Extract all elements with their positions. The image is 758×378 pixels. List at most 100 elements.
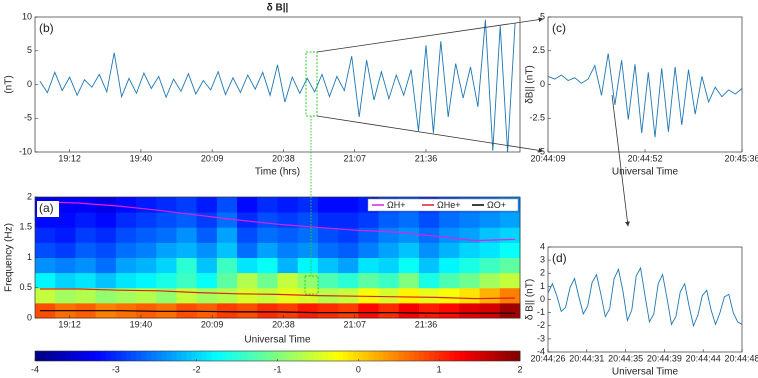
x-tick-label: 21:36: [415, 319, 438, 329]
heatmap-cell: [55, 272, 76, 289]
heatmap-cell: [216, 197, 238, 213]
heatmap-cell: [237, 197, 258, 213]
heatmap-cell: [216, 302, 238, 319]
heatmap-cell: [317, 242, 339, 258]
heatmap-cell: [75, 242, 97, 258]
y-tick-label: 1: [540, 281, 545, 291]
colorbar-swatch: [292, 351, 299, 361]
colorbar-swatch: [368, 351, 374, 361]
heatmap-cell: [297, 212, 319, 228]
colorbar-swatch: [282, 351, 289, 361]
y-tick-label: -3: [537, 333, 545, 343]
heatmap-cell: [378, 227, 400, 243]
colorbar-swatch: [80, 351, 86, 361]
heatmap-cell: [55, 227, 76, 243]
y-tick-label: 4: [540, 241, 545, 251]
legend-label: ΩH+: [387, 200, 405, 210]
x-tick-label: 20:44:26: [530, 353, 565, 363]
colorbar-tick-label: -1: [273, 364, 281, 374]
heatmap-cell: [297, 242, 319, 258]
heatmap-cell: [479, 272, 501, 289]
colorbar-swatch: [348, 351, 354, 361]
heatmap-cell: [358, 272, 380, 289]
heatmap-cell: [216, 287, 238, 304]
x-tick-label: 20:44:39: [647, 353, 682, 363]
heatmap-cell: [338, 272, 359, 289]
heatmap-cell: [156, 212, 177, 228]
colorbar-swatch: [434, 351, 440, 361]
heatmap-cell: [237, 272, 258, 289]
legend-box: [367, 198, 519, 212]
y-tick-label: 3: [540, 255, 545, 265]
panel-label-bg: [37, 201, 59, 217]
heatmap-cell: [237, 227, 258, 243]
heatmap-cell: [95, 212, 117, 228]
heatmap-cell: [237, 302, 258, 319]
heatmap-cell: [277, 302, 299, 319]
heatmap-cell: [55, 287, 76, 304]
colorbar-swatch: [55, 351, 61, 361]
heatmap-cell: [237, 287, 258, 304]
heatmap-cell: [439, 272, 460, 289]
heatmap-cell: [95, 287, 117, 304]
colorbar-swatch: [242, 351, 248, 361]
heatmap-cell: [398, 227, 420, 243]
heatmap-cell: [499, 242, 521, 258]
heatmap-cell: [418, 287, 440, 304]
colorbar-tick-label: -2: [193, 364, 201, 374]
heatmap-cell: [156, 302, 177, 319]
heatmap-cell: [216, 242, 238, 258]
y-tick-label: 0.5: [19, 282, 32, 292]
heatmap-cell: [358, 302, 380, 319]
colorbar-swatch: [494, 351, 501, 361]
heatmap-cell: [459, 242, 481, 258]
colorbar-swatch: [439, 351, 445, 361]
heatmap-cell: [156, 272, 177, 289]
heatmap-cell: [136, 242, 157, 258]
x-axis-label: Time (hrs): [255, 167, 300, 178]
y-tick-label: 2: [27, 191, 32, 201]
colorbar-swatch: [100, 351, 107, 361]
colorbar-swatch: [267, 351, 273, 361]
heatmap-cell: [196, 227, 218, 243]
colorbar-swatch: [136, 351, 142, 361]
heatmap-cell: [317, 257, 339, 274]
heatmap-cell: [459, 272, 481, 289]
x-tick-label: 20:38: [272, 153, 295, 163]
colorbar-swatch: [115, 351, 122, 361]
colorbar-swatch: [484, 351, 491, 361]
colorbar-swatch: [343, 351, 349, 361]
panel-label: (b): [39, 21, 54, 35]
heatmap-cell: [459, 257, 481, 274]
colorbar-swatch: [95, 351, 102, 361]
y-tick-label: 2.5: [532, 45, 545, 55]
heatmap-cell: [418, 272, 440, 289]
heatmap-cell: [418, 242, 440, 258]
colorbar-swatch: [176, 351, 182, 361]
plot-area: [548, 266, 742, 328]
y-axis-label: Frequency (Hz): [4, 223, 15, 292]
connector: [611, 94, 630, 227]
heatmap-cell: [176, 227, 198, 243]
plot-area: [39, 19, 516, 152]
connector: [316, 115, 544, 153]
colorbar-swatch: [474, 351, 480, 361]
heatmap-cell: [156, 242, 177, 258]
heatmap-cell: [459, 212, 481, 228]
heatmap-cell: [378, 272, 400, 289]
colorbar-swatch: [262, 351, 268, 361]
heatmap-cell: [75, 272, 97, 289]
colorbar-tick-label: -3: [112, 364, 120, 374]
colorbar-swatch: [469, 351, 475, 361]
colorbar-swatch: [328, 351, 334, 361]
heatmap-cell: [418, 302, 440, 319]
colorbar-swatch: [161, 351, 167, 361]
colorbar-swatch: [110, 351, 117, 361]
colorbar-swatch: [45, 351, 51, 361]
colorbar-swatch: [211, 351, 218, 361]
colorbar-swatch: [206, 351, 213, 361]
heatmap-cell: [237, 242, 258, 258]
legend-label: ΩO+: [487, 200, 506, 210]
colorbar-swatch: [504, 351, 511, 361]
